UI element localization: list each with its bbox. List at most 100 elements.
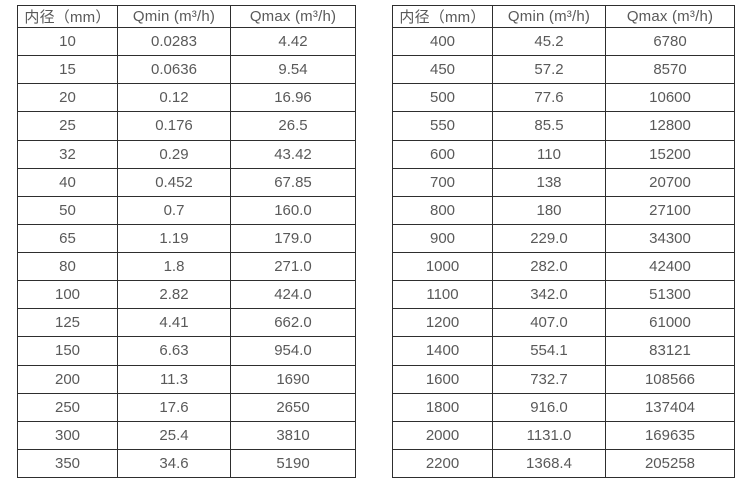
qmin-cell: 11.3 <box>117 364 231 394</box>
qmin-cell: 0.12 <box>117 83 231 113</box>
qmax-cell: 2650 <box>230 392 356 422</box>
table-row: 125 4.41 662.0 <box>17 308 356 338</box>
qmin-cell: 342.0 <box>492 280 606 310</box>
diameter-cell: 600 <box>392 139 493 169</box>
diameter-cell: 80 <box>17 251 118 282</box>
qmax-cell: 61000 <box>605 308 735 338</box>
diameter-cell: 2000 <box>392 420 493 450</box>
qmin-cell: 180 <box>492 195 606 225</box>
qmax-cell: 108566 <box>605 364 735 394</box>
header-row: 内径（mm） Qmin (m³/h) Qmax (m³/h) <box>17 5 356 28</box>
diameter-cell: 400 <box>392 26 493 57</box>
diameter-cell: 900 <box>392 223 493 254</box>
table-row: 1600 732.7 108566 <box>392 364 735 394</box>
qmin-cell: 85.5 <box>492 111 606 141</box>
qmax-cell: 42400 <box>605 251 735 282</box>
qmin-cell: 732.7 <box>492 364 606 394</box>
qmax-cell: 169635 <box>605 420 735 450</box>
table-row: 32 0.29 43.42 <box>17 139 356 169</box>
qmin-cell: 110 <box>492 139 606 169</box>
qmax-cell: 1690 <box>230 364 356 394</box>
qmax-cell: 51300 <box>605 280 735 310</box>
qmax-cell: 662.0 <box>230 308 356 338</box>
qmin-cell: 916.0 <box>492 392 606 422</box>
qmin-cell: 6.63 <box>117 336 231 366</box>
qmax-cell: 271.0 <box>230 251 356 282</box>
qmax-cell: 83121 <box>605 336 735 366</box>
qmin-cell: 45.2 <box>492 26 606 57</box>
qmin-cell: 57.2 <box>492 55 606 85</box>
table-row: 40 0.452 67.85 <box>17 167 356 197</box>
qmin-cell: 17.6 <box>117 392 231 422</box>
table-row: 450 57.2 8570 <box>392 55 735 85</box>
qmin-cell: 0.452 <box>117 167 231 197</box>
qmax-cell: 15200 <box>605 139 735 169</box>
table-row: 15 0.0636 9.54 <box>17 55 356 85</box>
table-row: 10 0.0283 4.42 <box>17 26 356 57</box>
table-row: 900 229.0 34300 <box>392 223 735 254</box>
qmin-cell: 0.0283 <box>117 26 231 57</box>
diameter-cell: 300 <box>17 420 118 450</box>
diameter-cell: 1800 <box>392 392 493 422</box>
table-row: 1200 407.0 61000 <box>392 308 735 338</box>
qmin-column-header: Qmin (m³/h) <box>492 5 606 28</box>
diameter-cell: 250 <box>17 392 118 422</box>
table-row: 350 34.6 5190 <box>17 448 356 479</box>
qmax-cell: 27100 <box>605 195 735 225</box>
diameter-cell: 350 <box>17 448 118 479</box>
table-row: 550 85.5 12800 <box>392 111 735 141</box>
diameter-cell: 20 <box>17 83 118 113</box>
qmax-column-header: Qmax (m³/h) <box>605 5 735 28</box>
qmin-cell: 138 <box>492 167 606 197</box>
table-row: 300 25.4 3810 <box>17 420 356 450</box>
qmin-column-header: Qmin (m³/h) <box>117 5 231 28</box>
diameter-cell: 800 <box>392 195 493 225</box>
qmax-cell: 26.5 <box>230 111 356 141</box>
qmin-cell: 2.82 <box>117 280 231 310</box>
qmin-cell: 0.176 <box>117 111 231 141</box>
qmax-cell: 34300 <box>605 223 735 254</box>
qmin-cell: 1.19 <box>117 223 231 254</box>
table-row: 500 77.6 10600 <box>392 83 735 113</box>
diameter-cell: 40 <box>17 167 118 197</box>
qmax-column-header: Qmax (m³/h) <box>230 5 356 28</box>
qmin-cell: 0.29 <box>117 139 231 169</box>
qmin-cell: 0.7 <box>117 195 231 225</box>
table-row: 150 6.63 954.0 <box>17 336 356 366</box>
qmax-cell: 10600 <box>605 83 735 113</box>
diameter-column-header: 内径（mm） <box>392 5 493 28</box>
qmax-cell: 9.54 <box>230 55 356 85</box>
qmin-cell: 25.4 <box>117 420 231 450</box>
qmax-cell: 8570 <box>605 55 735 85</box>
qmin-cell: 77.6 <box>492 83 606 113</box>
table-row: 200 11.3 1690 <box>17 364 356 394</box>
qmin-cell: 554.1 <box>492 336 606 366</box>
table-row: 250 17.6 2650 <box>17 392 356 422</box>
diameter-cell: 100 <box>17 280 118 310</box>
diameter-cell: 700 <box>392 167 493 197</box>
diameter-cell: 550 <box>392 111 493 141</box>
diameter-cell: 65 <box>17 223 118 254</box>
qmax-cell: 4.42 <box>230 26 356 57</box>
qmin-cell: 1131.0 <box>492 420 606 450</box>
table-row: 65 1.19 179.0 <box>17 223 356 254</box>
qmax-cell: 179.0 <box>230 223 356 254</box>
diameter-cell: 1400 <box>392 336 493 366</box>
qmin-cell: 1.8 <box>117 251 231 282</box>
diameter-cell: 50 <box>17 195 118 225</box>
diameter-cell: 1100 <box>392 280 493 310</box>
table-row: 400 45.2 6780 <box>392 26 735 57</box>
qmin-cell: 407.0 <box>492 308 606 338</box>
table-row: 2000 1131.0 169635 <box>392 420 735 450</box>
table-row: 80 1.8 271.0 <box>17 251 356 282</box>
diameter-cell: 150 <box>17 336 118 366</box>
diameter-cell: 1200 <box>392 308 493 338</box>
diameter-cell: 125 <box>17 308 118 338</box>
table-row: 50 0.7 160.0 <box>17 195 356 225</box>
qmax-cell: 12800 <box>605 111 735 141</box>
diameter-column-header: 内径（mm） <box>17 5 118 28</box>
table-row: 1000 282.0 42400 <box>392 251 735 282</box>
table-row: 700 138 20700 <box>392 167 735 197</box>
qmax-cell: 16.96 <box>230 83 356 113</box>
